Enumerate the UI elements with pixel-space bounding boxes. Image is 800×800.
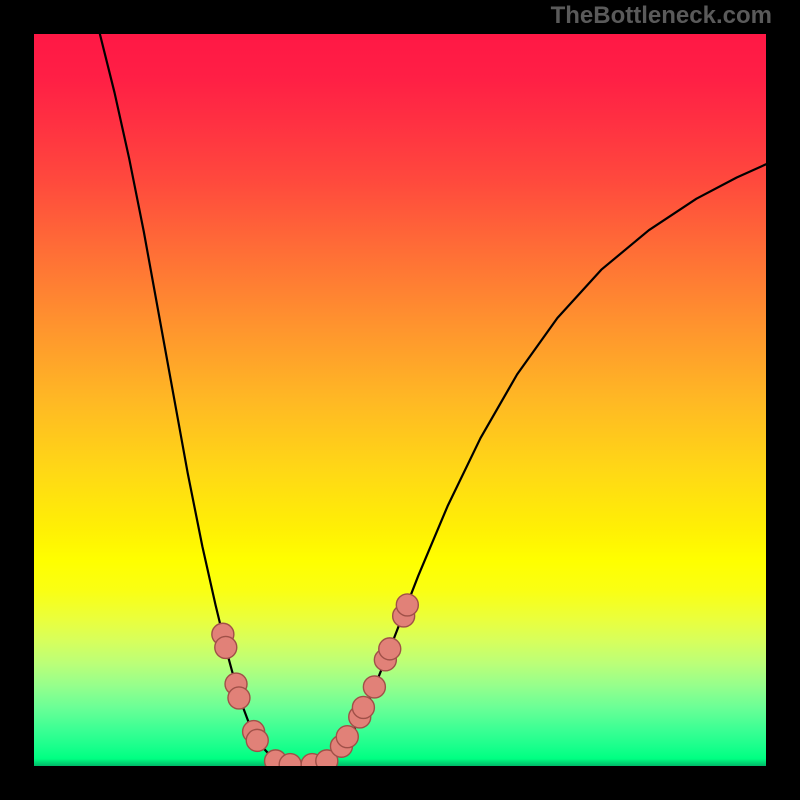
chart-frame: TheBottleneck.com (0, 0, 800, 800)
data-point (246, 729, 268, 751)
data-point (352, 696, 374, 718)
data-point (363, 676, 385, 698)
chart-svg (34, 34, 766, 766)
plot-area (34, 34, 766, 766)
data-point (228, 687, 250, 709)
data-point (215, 636, 237, 658)
watermark-label: TheBottleneck.com (551, 2, 772, 30)
data-point (336, 726, 358, 748)
data-point (379, 638, 401, 660)
data-point (396, 594, 418, 616)
gradient-background (34, 34, 766, 766)
